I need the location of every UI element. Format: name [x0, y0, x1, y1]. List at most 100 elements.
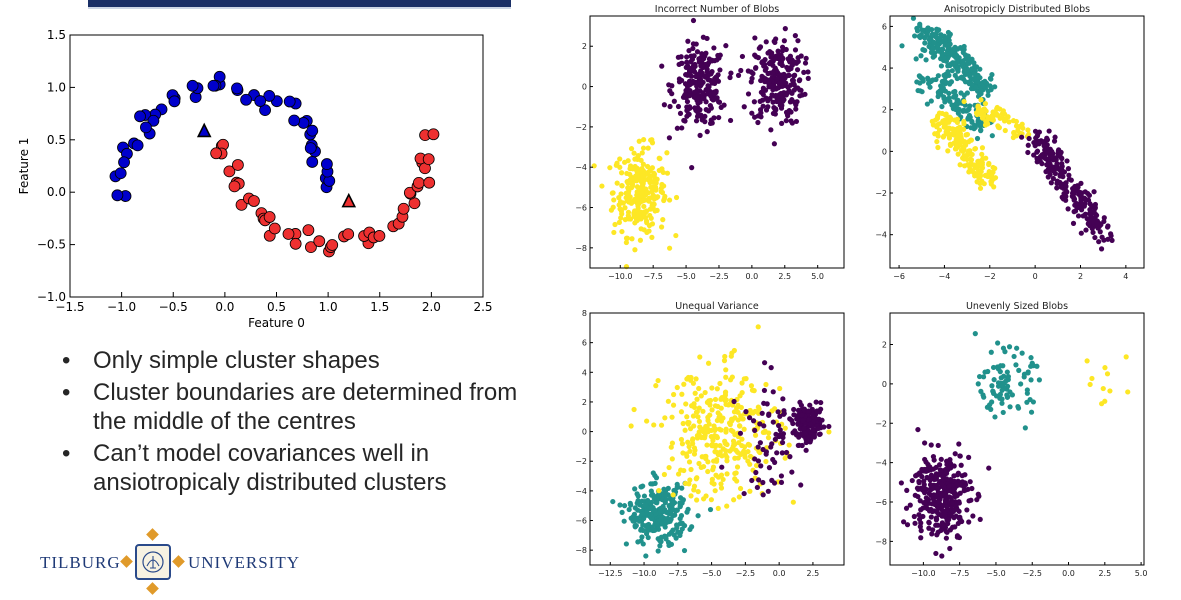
data-point	[765, 50, 771, 56]
data-point	[693, 118, 700, 124]
data-point	[766, 465, 773, 471]
data-point	[807, 402, 813, 408]
data-point	[988, 87, 994, 93]
data-point	[956, 106, 962, 113]
data-point	[223, 165, 236, 178]
data-point	[745, 448, 751, 455]
data-point	[994, 104, 1000, 111]
data-point	[759, 73, 765, 79]
data-point	[659, 224, 665, 230]
data-point	[945, 521, 951, 527]
data-point	[951, 94, 957, 100]
data-point	[621, 503, 628, 509]
data-point	[924, 101, 930, 107]
data-point	[923, 468, 929, 474]
data-point	[714, 57, 720, 63]
data-point	[728, 353, 734, 359]
data-point	[899, 43, 905, 49]
data-point	[649, 165, 655, 171]
university-seal-icon	[135, 544, 171, 580]
data-point	[951, 129, 957, 135]
data-point	[649, 234, 655, 240]
data-point	[989, 383, 995, 389]
data-point	[134, 110, 146, 123]
data-point	[802, 60, 809, 66]
data-point	[688, 67, 695, 73]
data-point	[622, 205, 628, 211]
data-point	[930, 122, 936, 128]
data-point	[694, 497, 700, 503]
data-point	[813, 399, 819, 405]
data-point	[1004, 369, 1010, 375]
data-point	[636, 138, 642, 144]
data-point	[644, 508, 650, 515]
y-tick-label: −4	[575, 487, 587, 496]
data-point	[974, 79, 980, 85]
data-point	[1039, 161, 1045, 167]
data-point	[917, 34, 923, 41]
data-point	[986, 161, 992, 168]
data-point	[700, 90, 706, 96]
data-point	[692, 105, 698, 111]
data-point	[771, 93, 778, 99]
data-point	[968, 81, 974, 87]
data-point	[986, 465, 992, 471]
data-point	[688, 377, 694, 383]
data-point	[661, 102, 667, 108]
bullet-item: Only simple cluster shapes	[58, 346, 528, 375]
data-point	[709, 385, 715, 391]
data-point	[702, 389, 708, 396]
data-point	[628, 200, 634, 206]
data-point	[651, 170, 657, 176]
data-point	[1025, 142, 1031, 148]
data-point	[781, 411, 787, 417]
data-point	[976, 373, 983, 380]
data-point	[1084, 358, 1090, 364]
data-point	[957, 514, 963, 520]
x-tick-label: 4	[1123, 272, 1128, 281]
data-point	[704, 129, 710, 135]
data-point	[925, 25, 931, 31]
data-point	[792, 428, 798, 434]
data-point	[961, 118, 967, 125]
data-point	[1015, 403, 1021, 410]
data-point	[709, 476, 715, 482]
data-point	[922, 440, 928, 446]
data-point	[999, 382, 1006, 388]
data-point	[724, 441, 730, 448]
data-point	[957, 131, 964, 137]
data-point	[949, 68, 955, 74]
data-point	[778, 473, 785, 479]
data-point	[652, 208, 658, 214]
data-point	[737, 393, 743, 399]
data-point	[665, 519, 671, 525]
data-point	[933, 76, 939, 83]
data-point	[646, 169, 652, 175]
data-point	[928, 442, 934, 448]
data-point	[690, 45, 696, 52]
data-point	[954, 493, 960, 499]
data-point	[791, 59, 797, 65]
data-point	[787, 416, 793, 422]
data-point	[632, 247, 638, 253]
data-point	[1090, 229, 1096, 236]
y-tick-label: 0	[582, 428, 587, 437]
data-point	[668, 444, 674, 450]
data-point	[792, 47, 799, 53]
data-point	[114, 167, 127, 180]
x-tick-label: −1.0	[107, 300, 136, 314]
data-point	[789, 97, 795, 103]
data-point	[694, 97, 700, 104]
data-point	[711, 90, 717, 97]
data-point	[640, 145, 647, 151]
data-point	[666, 542, 672, 549]
data-point	[936, 499, 942, 505]
data-point	[946, 483, 952, 489]
data-point	[962, 79, 969, 85]
data-point	[686, 459, 693, 465]
data-point	[777, 60, 783, 67]
data-point	[968, 125, 974, 131]
data-point	[639, 165, 645, 172]
data-point	[963, 67, 969, 73]
data-point	[791, 412, 797, 418]
